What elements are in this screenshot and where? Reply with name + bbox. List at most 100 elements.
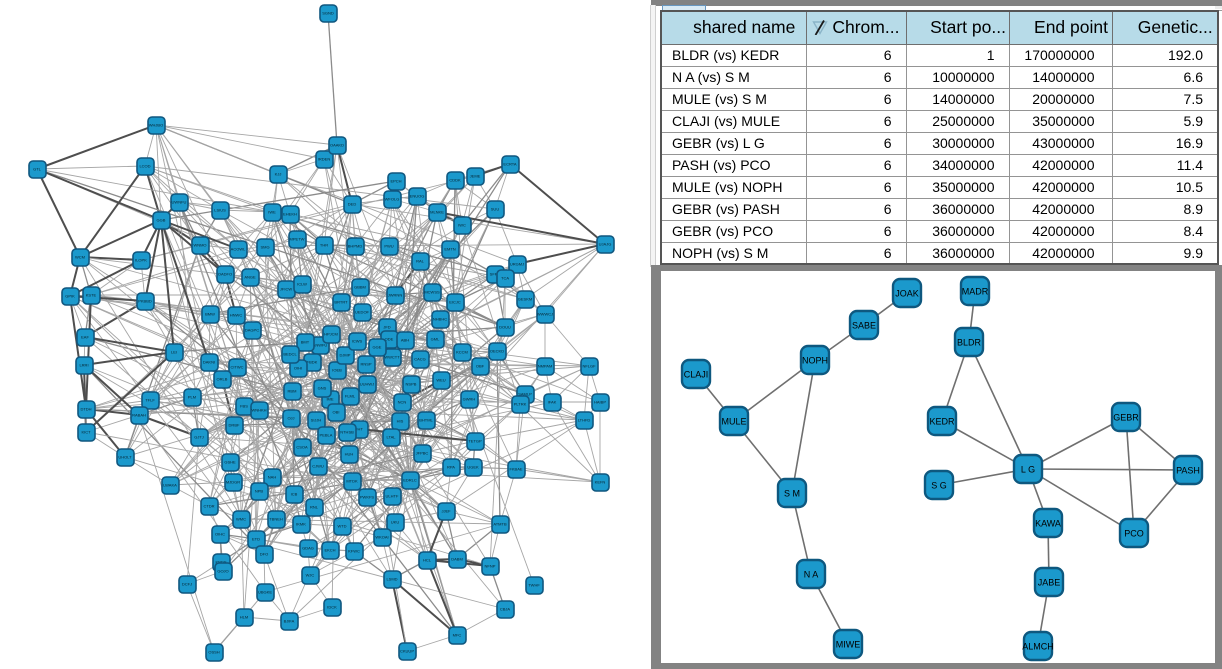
svg-text:CACG: CACG: [414, 357, 426, 362]
svg-text:ECRTA: ECRTA: [503, 162, 517, 167]
svg-text:IFAK: IFAK: [548, 400, 557, 405]
svg-text:RAL: RAL: [416, 259, 425, 264]
svg-text:HIS: HIS: [397, 419, 404, 424]
svg-text:UHOLT: UHOLT: [118, 455, 132, 460]
svg-text:LEI: LEI: [171, 350, 177, 355]
svg-text:TWHF: TWHF: [528, 583, 540, 588]
svg-text:IWC: IWC: [458, 223, 466, 228]
svg-text:CTDR: CTDR: [203, 504, 214, 509]
svg-text:KNDS: KNDS: [215, 560, 226, 565]
svg-text:EPCH: EPCH: [390, 179, 401, 184]
svg-text:UBGKE: UBGKE: [258, 590, 272, 595]
svg-text:LRRI: LRRI: [79, 363, 88, 368]
svg-text:EAF: EAF: [81, 335, 89, 340]
svg-text:SAMLP: SAMLP: [518, 392, 532, 397]
svg-text:NHBHC: NHBHC: [433, 317, 447, 322]
svg-text:KFWC: KFWC: [348, 549, 360, 554]
svg-text:PLTRK: PLTRK: [514, 402, 527, 407]
svg-text:PEBLA: PEBLA: [320, 433, 333, 438]
svg-text:KEFN: KEFN: [595, 480, 606, 485]
svg-text:OIHI: OIHI: [294, 366, 302, 371]
svg-text:GDAG: GDAG: [302, 546, 314, 551]
svg-text:UKU: UKU: [391, 520, 400, 525]
svg-text:BHTML: BHTML: [419, 418, 433, 423]
svg-text:TCA: TCA: [501, 276, 509, 281]
svg-text:ABH: ABH: [401, 338, 409, 343]
svg-text:UWNFU: UWNFU: [172, 200, 187, 205]
svg-text:BJIFA: BJIFA: [284, 619, 295, 624]
svg-text:FBS: FBS: [240, 404, 248, 409]
svg-text:NTHSB: NTHSB: [340, 430, 354, 435]
svg-text:SGND: SGND: [322, 11, 334, 16]
svg-text:WNHKH: WNHKH: [251, 408, 266, 413]
svg-text:DRBF: DRBF: [229, 423, 240, 428]
svg-text:FKBAE: FKBAE: [509, 467, 522, 472]
svg-text:NMPAM: NMPAM: [538, 364, 553, 369]
svg-text:DABM: DABM: [451, 557, 463, 562]
svg-text:BMW: BMW: [205, 312, 215, 317]
svg-text:HUH: HUH: [345, 452, 354, 457]
svg-text:WNMO: WNMO: [193, 243, 206, 248]
svg-text:UUHWJ: UUHWJ: [360, 382, 374, 387]
svg-text:GPIK: GPIK: [65, 294, 75, 299]
svg-text:ACOWL: ACOWL: [231, 247, 246, 252]
svg-text:EICJC: EICJC: [449, 300, 461, 305]
svg-text:CKUUP: CKUUP: [400, 649, 414, 654]
svg-text:FLML: FLML: [345, 394, 356, 399]
svg-text:IME: IME: [326, 397, 333, 402]
svg-text:SMG: SMG: [260, 245, 269, 250]
svg-text:LCOD: LCOD: [139, 164, 150, 169]
svg-text:MTDK: MTDK: [346, 479, 358, 484]
svg-text:WMC: WMC: [236, 517, 246, 522]
svg-text:DOUU: DOUU: [499, 325, 511, 330]
svg-text:DAKNI: DAKNI: [203, 360, 215, 365]
svg-text:ANWFU: ANWFU: [313, 343, 328, 348]
svg-text:DFO: DFO: [260, 552, 268, 557]
svg-text:DTDH: DTDH: [80, 407, 91, 412]
svg-text:TETGP: TETGP: [468, 439, 482, 444]
svg-text:ETD: ETD: [252, 537, 260, 542]
svg-text:NFLGF: NFLGF: [582, 364, 596, 369]
svg-text:HNWC: HNWC: [230, 313, 243, 318]
svg-text:FBDK: FBDK: [307, 360, 318, 365]
svg-text:SUU: SUU: [491, 207, 500, 212]
svg-text:JEME: JEME: [470, 174, 481, 179]
svg-text:UEDOF: UEDOF: [355, 310, 370, 315]
svg-text:GOJO: GOJO: [217, 569, 228, 574]
svg-text:WWWCJ: WWWCJ: [537, 312, 553, 317]
svg-text:HPJCM: HPJCM: [324, 332, 338, 337]
svg-text:WTD: WTD: [337, 524, 346, 529]
svg-text:DCFJ: DCFJ: [182, 582, 192, 587]
svg-text:ENUOG: ENUOG: [410, 194, 425, 199]
svg-text:ATMTB: ATMTB: [493, 522, 507, 527]
svg-text:EDRLC: EDRLC: [403, 478, 417, 483]
svg-text:PLM: PLM: [188, 395, 196, 400]
svg-text:ANGE: ANGE: [244, 275, 256, 280]
svg-text:OSSH: OSSH: [208, 650, 219, 655]
svg-text:THR: THR: [320, 243, 328, 248]
svg-text:LSIUS: LSIUS: [214, 208, 226, 213]
svg-text:IRDEN: IRDEN: [318, 157, 331, 162]
svg-text:ICLW: ICLW: [297, 282, 307, 287]
svg-text:BEDCL: BEDCL: [283, 352, 297, 357]
svg-text:KICT: KICT: [81, 430, 91, 435]
svg-text:OADFO: OADFO: [218, 272, 232, 277]
svg-text:BHPMD: BHPMD: [348, 244, 363, 249]
svg-text:OIHC: OIHC: [215, 532, 225, 537]
svg-text:ICWS: ICWS: [352, 339, 363, 344]
svg-text:MJDGR: MJDGR: [226, 480, 240, 485]
svg-text:CSOA: CSOA: [296, 445, 308, 450]
svg-text:ICB: ICB: [291, 492, 298, 497]
svg-text:LTHFD: LTHFD: [578, 418, 591, 423]
svg-text:WWCTT: WWCTT: [384, 355, 400, 360]
svg-text:DAGPC: DAGPC: [245, 328, 259, 333]
svg-text:GGE: GGE: [373, 345, 382, 350]
svg-text:WKOAI: WKOAI: [375, 535, 388, 540]
svg-text:GESKM: GESKM: [518, 297, 532, 302]
svg-text:LWAKA: LWAKA: [163, 483, 177, 488]
svg-text:LTAL: LTAL: [387, 435, 397, 440]
svg-text:CJWU: CJWU: [312, 464, 324, 469]
svg-text:UJAJG: UJAJG: [599, 242, 612, 247]
svg-text:MCWSS: MCWSS: [424, 290, 440, 295]
svg-text:MPETW: MPETW: [290, 237, 305, 242]
